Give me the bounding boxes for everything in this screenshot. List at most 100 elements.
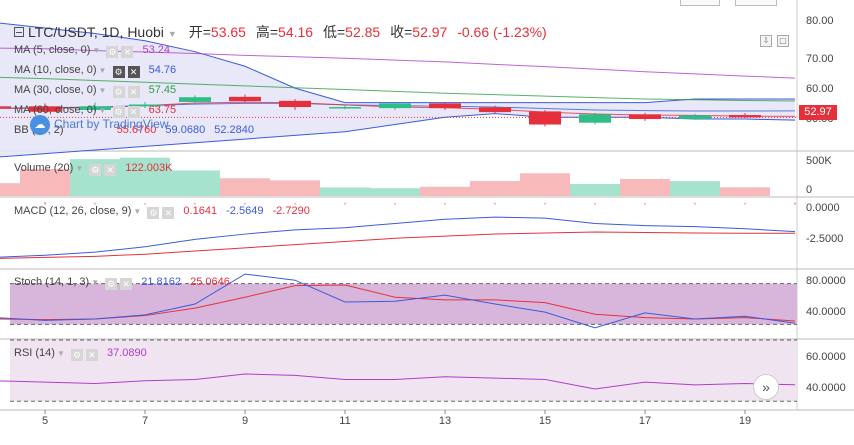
scroll-to-realtime-button[interactable]: » xyxy=(753,374,779,400)
stoch-label: Stoch (14, 1, 3) xyxy=(14,276,90,288)
volume-tick: 500K xyxy=(806,155,832,167)
candle-body xyxy=(79,106,111,110)
ma10-label: MA (10, close, 0) xyxy=(14,64,97,76)
settings-icon[interactable]: ⚙ xyxy=(147,207,160,219)
close-icon[interactable]: ✕ xyxy=(85,349,98,361)
settings-icon[interactable]: ⚙ xyxy=(70,349,83,361)
candle-body xyxy=(29,106,61,112)
stoch-k-value: 21.8162 xyxy=(141,276,182,288)
price-tick: 70.00 xyxy=(806,53,834,65)
settings-icon[interactable]: ⚙ xyxy=(112,86,125,98)
volume-bar xyxy=(320,187,370,196)
time-tick: 5 xyxy=(41,415,49,427)
candle-body xyxy=(179,97,211,102)
ma5-label: MA (5, close, 0) xyxy=(14,44,91,56)
close-icon[interactable]: ✕ xyxy=(162,207,175,219)
time-tick: 7 xyxy=(141,415,149,427)
change-value: -0.66 (-1.23%) xyxy=(457,24,547,40)
rsi-tick: 40.0000 xyxy=(806,382,846,394)
macd-line-value: -2.5649 xyxy=(226,205,264,217)
toolbar-button-left[interactable] xyxy=(680,0,720,6)
settings-icon[interactable]: ⚙ xyxy=(105,278,118,290)
legend-rsi[interactable]: RSI (14) ▼ ⚙ ✕ 37.0890 xyxy=(14,347,147,361)
ma30-value: 57.45 xyxy=(148,84,177,96)
tradingview-logo-icon: ☁ xyxy=(30,115,50,135)
time-tick: 9 xyxy=(241,415,249,427)
bb-fill xyxy=(0,23,795,157)
macd-label: MACD (12, 26, close, 9) xyxy=(14,205,132,217)
open-label: 开= xyxy=(188,24,211,40)
pane-maximize-icon[interactable]: ▢ xyxy=(777,35,789,47)
legend-ma30[interactable]: MA (30, close, 0) ▼ ⚙ ✕ 57.45 xyxy=(14,84,176,98)
ma30-line xyxy=(0,76,796,102)
close-value: 52.97 xyxy=(412,24,448,40)
ma10-value: 54.76 xyxy=(148,64,177,76)
macd-hist-value: 0.1641 xyxy=(183,205,218,217)
settings-icon[interactable]: ⚙ xyxy=(112,66,125,78)
volume-bar xyxy=(20,169,70,196)
close-icon[interactable]: ✕ xyxy=(120,278,133,290)
chevron-down-icon[interactable]: ▼ xyxy=(91,278,100,287)
rsi-tick: 60.0000 xyxy=(806,351,846,363)
legend-ma10[interactable]: MA (10, close, 0) ▼ ⚙ ✕ 54.76 xyxy=(14,64,176,78)
pane-move-down-icon[interactable]: ⇩ xyxy=(760,35,772,47)
close-icon[interactable]: ✕ xyxy=(127,86,140,98)
close-icon[interactable]: ✕ xyxy=(104,164,117,176)
bb-lower-line xyxy=(0,113,796,158)
close-icon[interactable]: ✕ xyxy=(127,66,140,78)
chevron-down-icon[interactable]: ▼ xyxy=(133,207,142,216)
settings-icon[interactable]: ⚙ xyxy=(112,106,125,118)
watermark-text: Chart by TradingView xyxy=(54,117,169,132)
candle-body xyxy=(379,103,411,109)
volume-bar xyxy=(620,178,670,196)
chevron-down-icon[interactable]: ▼ xyxy=(56,349,65,358)
chevron-down-icon[interactable]: ▼ xyxy=(98,66,107,75)
rsi-value: 37.0890 xyxy=(107,347,147,359)
macd-tick: -2.5000 xyxy=(806,233,844,245)
collapse-icon[interactable] xyxy=(14,27,24,37)
settings-icon[interactable]: ⚙ xyxy=(106,46,119,58)
volume-bar xyxy=(170,170,220,196)
legend-bb[interactable]: BB (20, 2) 55.6760 59.0680 52.2840 xyxy=(14,124,254,136)
macd-line xyxy=(0,216,796,258)
stoch-tick: 80.0000 xyxy=(806,275,846,287)
low-label: 低= xyxy=(322,24,346,40)
volume-bar xyxy=(120,157,170,196)
stoch-d-value: 25.0646 xyxy=(190,276,230,288)
volume-bar xyxy=(370,188,420,196)
stoch-tick: 40.0000 xyxy=(806,306,846,318)
legend-macd[interactable]: MACD (12, 26, close, 9) ▼ ⚙ ✕ 0.1641 -2.56… xyxy=(14,205,310,219)
time-tick: 13 xyxy=(438,415,452,427)
stoch-k-line xyxy=(0,273,796,329)
rsi-label: RSI (14) xyxy=(14,347,55,359)
candle-body xyxy=(329,107,361,109)
high-label: 高= xyxy=(255,24,279,40)
legend-ma5[interactable]: MA (5, close, 0) ▼ ⚙ ✕ 53.24 xyxy=(14,44,170,58)
chevron-down-icon[interactable]: ▼ xyxy=(167,29,177,39)
volume-bar xyxy=(670,181,720,196)
bb-lower-value: 52.2840 xyxy=(214,124,255,136)
candle-body xyxy=(679,115,711,120)
volume-bar xyxy=(720,187,770,196)
chevron-down-icon[interactable]: ▼ xyxy=(98,106,107,115)
volume-bar xyxy=(420,186,470,196)
candle-body xyxy=(279,100,311,108)
chevron-down-icon[interactable]: ▼ xyxy=(98,86,107,95)
candle-body xyxy=(0,106,11,108)
close-icon[interactable]: ✕ xyxy=(121,46,134,58)
ohlc-values: 开=53.65 高=54.16 低=52.85 收=52.97 -0.66 (-… xyxy=(189,24,547,40)
high-value: 54.16 xyxy=(278,24,314,40)
chevron-down-icon[interactable]: ▼ xyxy=(75,164,84,173)
ma60-value: 63.75 xyxy=(148,104,177,116)
legend-stoch[interactable]: Stoch (14, 1, 3) ▼ ⚙ ✕ 21.8162 25.0646 xyxy=(14,276,230,290)
legend-volume[interactable]: Volume (20) ▼ ⚙ ✕ 122.003K xyxy=(14,162,172,176)
chevron-down-icon[interactable]: ▼ xyxy=(92,46,101,55)
close-icon[interactable]: ✕ xyxy=(127,106,140,118)
candle-body xyxy=(629,114,661,120)
ma5-value: 53.24 xyxy=(142,44,170,56)
toolbar-button-right[interactable] xyxy=(735,0,777,6)
close-label: 收= xyxy=(390,24,413,40)
settings-icon[interactable]: ⚙ xyxy=(89,164,102,176)
legend-ma60[interactable]: MA (60, close, 0) ▼ ⚙ ✕ 63.75 xyxy=(14,104,176,118)
